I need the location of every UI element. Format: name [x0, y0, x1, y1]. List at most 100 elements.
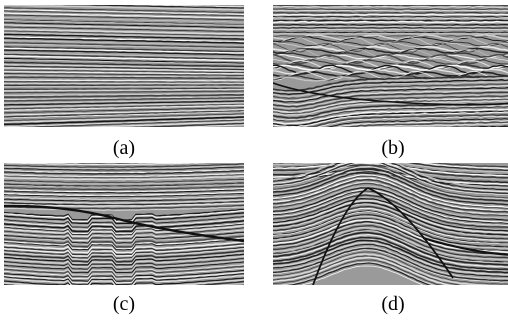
- reflector-line: [273, 224, 508, 259]
- reflector-line: [273, 28, 508, 31]
- reflector-line: [273, 211, 508, 245]
- reflector-line: [4, 43, 244, 50]
- reflector-line: [273, 6, 508, 8]
- reflector-line: [273, 214, 508, 248]
- reflector-line: [4, 90, 244, 94]
- reflector-line: [4, 19, 244, 25]
- reflector-line: [4, 189, 244, 194]
- reflector-line: [273, 59, 508, 70]
- reflector-line: [273, 104, 508, 122]
- reflector-line: [4, 185, 244, 191]
- reflector-line: [4, 92, 244, 97]
- caption-c: (c): [112, 293, 136, 315]
- reflector-line: [4, 69, 244, 74]
- reflector-line: [4, 93, 244, 98]
- reflector-line: [273, 220, 508, 255]
- reflector-line: [273, 163, 508, 193]
- reflector-line: [4, 36, 244, 43]
- reflector-line: [4, 7, 244, 13]
- reflector-line: [273, 15, 508, 18]
- reflector-line: [4, 263, 244, 276]
- reflector-line: [4, 222, 244, 235]
- reflector-line: [4, 108, 244, 116]
- reflector-line: [4, 237, 244, 250]
- reflector-line: [273, 170, 508, 204]
- reflector-line: [4, 67, 244, 72]
- reflector-line: [273, 40, 508, 47]
- reflector-line: [4, 100, 244, 106]
- caption-b: (b): [381, 137, 405, 159]
- reflector-line: [273, 52, 508, 59]
- reflector-line: [4, 46, 244, 53]
- reflector-line: [4, 103, 244, 110]
- reflector-line: [273, 189, 508, 223]
- reflector-line: [4, 111, 244, 119]
- reflector-line: [273, 182, 508, 217]
- reflector-line: [273, 163, 508, 172]
- reflector-line: [4, 258, 244, 270]
- reflector-line: [4, 47, 244, 54]
- reflector-line: [273, 236, 508, 271]
- reflector-line: [273, 174, 508, 208]
- reflector-line: [4, 26, 244, 32]
- reflector-line: [273, 111, 508, 127]
- reflector-line: [4, 214, 244, 227]
- reflector-line: [4, 22, 244, 29]
- reflector-line: [273, 231, 508, 266]
- reflector-line: [4, 55, 244, 62]
- reflector-line: [357, 122, 508, 127]
- reflector-line: [4, 31, 244, 39]
- reflector-line: [4, 243, 244, 256]
- reflector-line: [273, 177, 508, 212]
- reflector-line: [4, 116, 244, 126]
- reflector-line: [273, 99, 508, 116]
- reflector-line: [273, 36, 508, 43]
- reflector-line: [4, 172, 244, 178]
- reflector-line: [4, 61, 244, 68]
- reflector-line: [273, 5, 508, 7]
- reflector-line: [273, 77, 508, 94]
- reflector-line: [4, 72, 244, 76]
- reflector-line: [273, 163, 508, 189]
- horizon-line: [4, 204, 244, 243]
- reflector-line: [273, 106, 508, 122]
- caption-a: (a): [112, 137, 136, 159]
- reflector-line: [4, 247, 244, 261]
- reflector-line: [4, 70, 244, 75]
- reflector-line: [4, 14, 244, 21]
- reflector-line: [314, 115, 508, 127]
- reflector-line: [4, 235, 244, 248]
- reflector-line: [273, 25, 508, 28]
- reflector-line: [4, 199, 244, 204]
- reflector-line: [273, 164, 508, 199]
- reflector-line: [273, 8, 508, 10]
- reflector-line: [4, 278, 244, 285]
- reflector-line: [273, 70, 508, 78]
- reflector-line: [4, 63, 244, 69]
- reflector-line: [4, 16, 244, 23]
- reflector-line: [4, 5, 244, 11]
- reflector-line: [4, 168, 244, 174]
- reflector-line: [4, 193, 244, 198]
- reflector-line: [4, 200, 244, 206]
- reflector-line: [4, 215, 244, 228]
- reflector-line: [4, 39, 244, 46]
- seismic-image-b: [273, 5, 508, 127]
- reflector-line: [273, 17, 508, 20]
- reflector-line: [4, 253, 244, 266]
- reflector-line: [273, 215, 508, 250]
- reflector-line: [273, 163, 508, 173]
- reflector-line: [4, 79, 244, 82]
- reflector-line: [300, 265, 424, 285]
- reflector-line: [273, 249, 508, 283]
- reflector-line: [4, 206, 244, 211]
- reflector-line: [4, 270, 244, 282]
- reflector-line: [273, 47, 508, 54]
- reflector-line: [4, 229, 244, 242]
- reflector-line: [4, 250, 244, 263]
- reflector-line: [273, 83, 508, 100]
- reflector-line: [4, 88, 244, 92]
- reflector-line: [4, 96, 244, 102]
- reflector-line: [4, 99, 244, 104]
- reflector-line: [4, 169, 244, 175]
